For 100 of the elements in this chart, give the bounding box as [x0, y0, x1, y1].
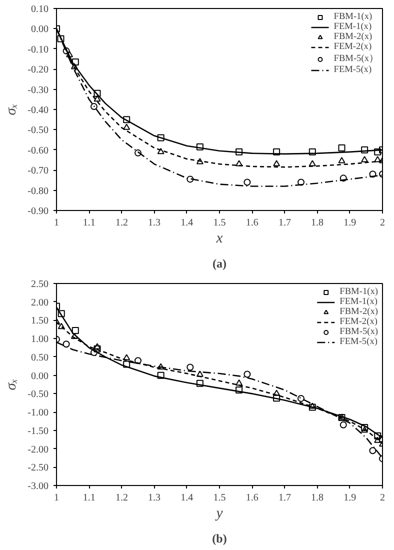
y-tick-label: -1.50: [28, 426, 49, 437]
point: [298, 394, 304, 402]
legend-label: FBM-1(x): [334, 12, 372, 22]
legend-label: FEM-2(x): [334, 42, 372, 52]
legend-label: FBM-5(x): [340, 327, 378, 337]
point: [273, 394, 280, 402]
point: [157, 363, 164, 370]
x-tick-label: 1.8: [311, 492, 324, 504]
point: [244, 370, 251, 378]
point: [308, 148, 316, 156]
x-tick-label: 1.4: [180, 492, 194, 504]
point: [123, 360, 130, 368]
point: [123, 124, 130, 130]
x-tick-label: 1.3: [148, 218, 161, 228]
point: [298, 178, 304, 186]
point: [244, 178, 251, 186]
x-axis-title: x: [215, 230, 224, 246]
y-tick-label: -0.40: [28, 105, 49, 116]
point: [186, 364, 194, 371]
point: [361, 424, 368, 431]
point: [236, 160, 243, 166]
point: [361, 146, 368, 154]
point: [374, 436, 382, 443]
point: [186, 176, 194, 183]
point: [157, 134, 164, 142]
point: [369, 170, 376, 178]
point: [72, 58, 79, 66]
point: [196, 143, 204, 150]
x-tick-label: 1.6: [246, 218, 258, 228]
legend-label: FEM-1(x): [334, 22, 372, 32]
legend-label: FEM-2(x): [340, 317, 378, 327]
y-tick-label: -0.30: [28, 84, 49, 96]
point: [236, 386, 243, 394]
y-tick-label: 1.50: [31, 316, 48, 327]
point: [157, 148, 164, 154]
x-tick-label: 1.1: [82, 492, 96, 504]
y-tick-label: 0.00: [31, 24, 48, 36]
legend-label: FEM-1(x): [340, 297, 378, 307]
point: [94, 95, 101, 102]
legend-label: FBM-5(x）: [334, 53, 378, 65]
x-tick-label: 1.5: [213, 492, 226, 504]
x-tick-label: 1.7: [278, 218, 291, 228]
x-tick-label: 1.5: [213, 218, 226, 228]
point: [273, 148, 280, 156]
point: [94, 343, 101, 350]
point: [273, 390, 280, 396]
y-tick-label: -0.80: [28, 186, 49, 197]
point: [374, 148, 382, 156]
text: (b): [212, 532, 227, 546]
x-tick-label: 1.7: [278, 492, 291, 504]
point: [196, 380, 204, 387]
point: [58, 322, 65, 330]
y-tick-label: -0.50: [28, 125, 49, 136]
x-tick-label: 1: [54, 218, 59, 228]
x-tick-label: 1.2: [115, 492, 128, 504]
y-tick-label: 1.00: [31, 334, 48, 346]
point: [236, 379, 243, 386]
y-tick-label: -2.50: [28, 462, 49, 474]
y-tick-label: 2.00: [31, 297, 48, 308]
x-tick-label: 1.9: [344, 218, 356, 228]
point: [273, 160, 280, 166]
point: [62, 340, 70, 348]
y-tick-label: 0.00: [31, 370, 48, 382]
x-tick-label: 1.6: [246, 492, 258, 504]
point: [123, 354, 130, 360]
x-tick-label: 1.3: [148, 492, 161, 504]
point: [72, 327, 79, 334]
y-tick-label: -0.60: [28, 145, 49, 156]
point: [340, 421, 347, 428]
y-tick-label: -0.10: [28, 44, 49, 56]
point: [369, 447, 376, 454]
point: [374, 156, 382, 162]
y-tick-label: -0.20: [28, 64, 49, 76]
point: [361, 426, 368, 433]
x-tick-label: 1.9: [344, 492, 356, 504]
point: [70, 63, 78, 70]
y-axis-title: σₓ: [4, 104, 20, 116]
point: [90, 102, 98, 110]
x-tick-label: 1.1: [82, 218, 96, 228]
x-tick-label: 1: [54, 492, 59, 504]
x-tick-label: 1.8: [311, 218, 324, 228]
x-tick-label: 1.2: [115, 218, 128, 228]
point: [134, 357, 142, 364]
point: [66, 50, 74, 58]
legend-label: FEM-5(x): [334, 65, 372, 75]
point: [62, 47, 70, 54]
point: [123, 116, 130, 124]
y-tick-label: -2.00: [28, 444, 49, 456]
point: [57, 35, 64, 42]
point: [338, 144, 346, 152]
y-tick-label: -1.00: [28, 408, 49, 419]
legend-label: FEM-5(x): [340, 337, 378, 347]
point: [196, 158, 204, 164]
y-axis-title: σₓ: [4, 378, 20, 390]
y-tick-label: 0.50: [31, 352, 48, 364]
point: [374, 432, 382, 440]
y-tick-label: 0.10: [31, 4, 48, 15]
text: (a): [212, 256, 227, 270]
point: [58, 310, 65, 318]
point: [196, 370, 204, 377]
